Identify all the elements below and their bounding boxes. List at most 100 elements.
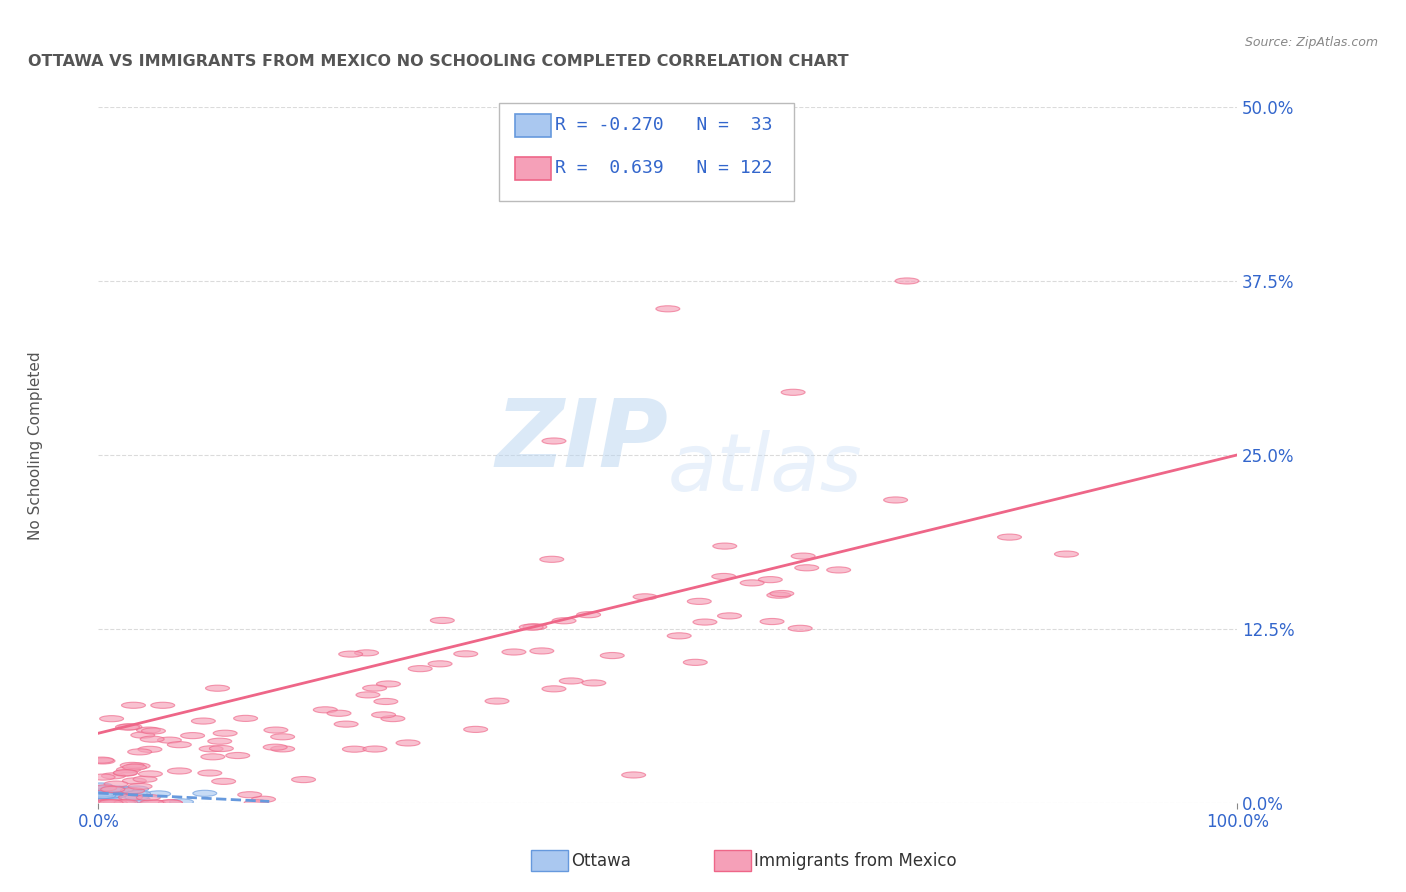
Ellipse shape — [120, 793, 143, 799]
Ellipse shape — [212, 779, 236, 784]
Ellipse shape — [150, 702, 174, 708]
Ellipse shape — [167, 768, 191, 774]
Ellipse shape — [582, 680, 606, 686]
Text: Immigrants from Mexico: Immigrants from Mexico — [754, 852, 956, 870]
Ellipse shape — [245, 800, 269, 805]
Ellipse shape — [98, 797, 122, 803]
Ellipse shape — [193, 790, 217, 797]
Ellipse shape — [343, 746, 367, 752]
Ellipse shape — [271, 746, 295, 752]
Ellipse shape — [118, 788, 142, 794]
Ellipse shape — [114, 770, 138, 776]
Ellipse shape — [238, 792, 262, 797]
Ellipse shape — [363, 685, 387, 691]
Ellipse shape — [94, 789, 118, 796]
Ellipse shape — [98, 800, 122, 805]
Ellipse shape — [136, 795, 160, 800]
Ellipse shape — [134, 776, 157, 782]
Text: ZIP: ZIP — [495, 395, 668, 487]
Text: R = -0.270   N =  33: R = -0.270 N = 33 — [555, 116, 773, 134]
Ellipse shape — [157, 737, 181, 743]
Ellipse shape — [541, 438, 567, 444]
Text: Source: ZipAtlas.com: Source: ZipAtlas.com — [1244, 36, 1378, 49]
Ellipse shape — [377, 681, 401, 687]
Ellipse shape — [553, 617, 576, 624]
Ellipse shape — [896, 278, 920, 284]
Ellipse shape — [94, 789, 118, 795]
Ellipse shape — [104, 781, 128, 787]
Ellipse shape — [201, 754, 225, 760]
Ellipse shape — [717, 613, 741, 619]
Ellipse shape — [335, 721, 359, 727]
Ellipse shape — [530, 648, 554, 654]
Text: No Schooling Completed: No Schooling Completed — [28, 351, 42, 541]
Ellipse shape — [363, 746, 387, 752]
Ellipse shape — [233, 715, 257, 722]
Ellipse shape — [208, 739, 232, 744]
Ellipse shape — [328, 710, 352, 716]
Ellipse shape — [209, 746, 233, 752]
Ellipse shape — [103, 800, 127, 805]
Ellipse shape — [159, 800, 183, 805]
Ellipse shape — [91, 774, 115, 780]
Ellipse shape — [114, 800, 138, 805]
Ellipse shape — [633, 594, 657, 600]
Ellipse shape — [430, 617, 454, 624]
Ellipse shape — [167, 741, 191, 747]
Ellipse shape — [519, 624, 543, 631]
Ellipse shape — [103, 788, 127, 794]
Ellipse shape — [121, 702, 145, 708]
Ellipse shape — [146, 791, 170, 797]
Ellipse shape — [789, 625, 813, 632]
Ellipse shape — [118, 723, 142, 730]
Ellipse shape — [89, 793, 112, 799]
Ellipse shape — [758, 576, 782, 582]
Ellipse shape — [98, 792, 122, 798]
Ellipse shape — [127, 797, 150, 802]
Ellipse shape — [291, 777, 315, 782]
Ellipse shape — [142, 728, 166, 734]
Ellipse shape — [523, 624, 547, 630]
Text: R =  0.639   N = 122: R = 0.639 N = 122 — [555, 159, 773, 177]
Ellipse shape — [125, 786, 149, 792]
Ellipse shape — [125, 794, 149, 800]
Ellipse shape — [747, 187, 770, 194]
Ellipse shape — [339, 651, 363, 657]
Ellipse shape — [200, 746, 224, 752]
Ellipse shape — [740, 580, 763, 586]
Ellipse shape — [114, 770, 138, 776]
Ellipse shape — [408, 665, 432, 672]
Ellipse shape — [205, 685, 229, 691]
Ellipse shape — [264, 727, 288, 733]
Ellipse shape — [91, 792, 115, 798]
Ellipse shape — [782, 389, 806, 395]
Ellipse shape — [101, 772, 125, 779]
Ellipse shape — [101, 790, 125, 796]
Ellipse shape — [252, 797, 276, 802]
Ellipse shape — [541, 686, 567, 692]
Ellipse shape — [180, 732, 204, 739]
Ellipse shape — [127, 790, 150, 797]
Ellipse shape — [464, 726, 488, 732]
Ellipse shape — [374, 698, 398, 705]
Text: atlas: atlas — [668, 430, 863, 508]
Ellipse shape — [122, 764, 146, 771]
Ellipse shape — [87, 788, 111, 794]
Ellipse shape — [89, 789, 112, 796]
Ellipse shape — [97, 800, 121, 805]
Ellipse shape — [271, 734, 295, 739]
Ellipse shape — [141, 736, 165, 742]
Ellipse shape — [396, 739, 420, 746]
Ellipse shape — [713, 543, 737, 549]
Ellipse shape — [105, 788, 129, 794]
Ellipse shape — [381, 715, 405, 722]
Ellipse shape — [128, 748, 152, 755]
Ellipse shape — [427, 661, 453, 667]
Ellipse shape — [120, 763, 145, 768]
Ellipse shape — [131, 732, 155, 739]
Ellipse shape — [124, 790, 148, 797]
Ellipse shape — [104, 792, 128, 797]
Ellipse shape — [115, 724, 139, 731]
Ellipse shape — [883, 497, 908, 503]
Ellipse shape — [122, 778, 146, 784]
